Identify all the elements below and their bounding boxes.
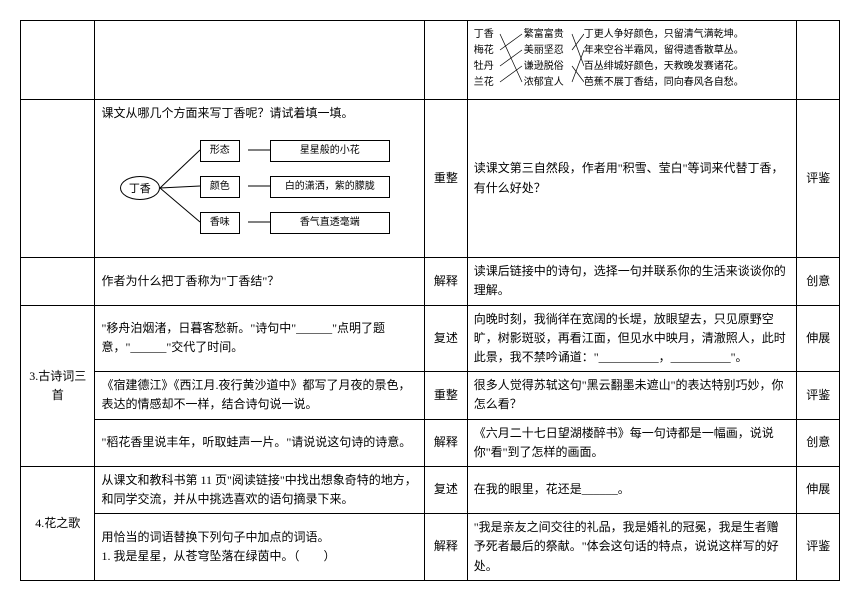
left-content-cell <box>95 21 425 100</box>
match-mid-item: 繁富富贵 <box>524 27 564 43</box>
left-tag-cell: 重整 <box>425 100 468 258</box>
diagram-branch-label: 香味 <box>200 212 240 234</box>
left-content-cell: 从课文和教科书第 11 页"阅读链接"中找出想象奇特的地方，和同学交流，并从中挑… <box>95 466 425 513</box>
table-row: 3.古诗词三首"移舟泊烟渚，日暮客愁新。"诗句中"______"点明了题意，"_… <box>21 305 840 372</box>
match-left-item: 牡丹 <box>474 59 494 75</box>
right-tag-cell: 创意 <box>797 258 840 305</box>
diagram-branch-label: 颜色 <box>200 176 240 198</box>
lesson-title-cell <box>21 100 95 258</box>
diagram-branch-value: 香气直透毫端 <box>270 212 390 234</box>
diagram-branch-value: 星星般的小花 <box>270 140 390 162</box>
right-tag-cell: 评鉴 <box>797 372 840 419</box>
right-tag-cell: 评鉴 <box>797 100 840 258</box>
left-tag-cell: 解释 <box>425 514 468 581</box>
diagram-heading: 课文从哪几个方面来写丁香呢？请试着填一填。 <box>101 104 418 123</box>
match-mid-item: 浓郁宜人 <box>524 75 564 91</box>
right-tag-cell: 创意 <box>797 419 840 466</box>
lesson-title-cell: 4.花之歌 <box>21 466 95 580</box>
left-content-cell: 作者为什么把丁香称为"丁香结"？ <box>95 258 425 305</box>
match-right-item: 丁更人争好颜色，只留清气满乾坤。 <box>584 27 764 43</box>
diagram-root: 丁香 <box>120 176 160 200</box>
right-content-cell: 很多人觉得苏轼这句"黑云翻墨未遮山"的表达特别巧妙，你怎么看？ <box>467 372 797 419</box>
table-row: 用恰当的词语替换下列句子中加点的词语。 1. 我是星星，从苍穹坠落在绿茵中。（ … <box>21 514 840 581</box>
table-row: 作者为什么把丁香称为"丁香结"？解释读课后链接中的诗句，选择一句并联系你的生活来… <box>21 258 840 305</box>
diagram-branch-value: 白的潇洒，紫的朦胧 <box>270 176 390 198</box>
left-tag-cell: 解释 <box>425 258 468 305</box>
right-tag-cell <box>797 21 840 100</box>
table-row: 课文从哪几个方面来写丁香呢？请试着填一填。丁香 形态 星星般的小花颜色 白的潇洒，紫的… <box>21 100 840 258</box>
right-content-cell: 在我的眼里，花还是______。 <box>467 466 797 513</box>
left-content-cell: 《宿建德江》《西江月.夜行黄沙道中》都写了月夜的景色，表达的情感却不一样，结合诗… <box>95 372 425 419</box>
table-row: 丁香梅花牡丹兰花 繁富富贵美丽坚忍谦逊脱俗浓郁宜人 丁更人争好颜色，只留清气满乾坤。… <box>21 21 840 100</box>
right-content-cell: 读课文第三自然段，作者用"积雪、莹白"等词来代替丁香，有什么好处？ <box>467 100 797 258</box>
left-tag-cell: 重整 <box>425 372 468 419</box>
left-tag-cell: 解释 <box>425 419 468 466</box>
right-content-cell: 向晚时刻，我徜徉在宽阔的长堤，放眼望去，只见原野空旷，树影斑驳，再看江面，但见水… <box>467 305 797 372</box>
lesson-title-cell: 3.古诗词三首 <box>21 305 95 466</box>
left-tag-cell <box>425 21 468 100</box>
lesson-title-cell <box>21 258 95 305</box>
right-tag-cell: 伸展 <box>797 466 840 513</box>
table-row: 4.花之歌从课文和教科书第 11 页"阅读链接"中找出想象奇特的地方，和同学交流… <box>21 466 840 513</box>
left-content-cell: "稻花香里说丰年，听取蛙声一片。"请说说这句诗的诗意。 <box>95 419 425 466</box>
matching-diagram: 丁香梅花牡丹兰花 繁富富贵美丽坚忍谦逊脱俗浓郁宜人 丁更人争好颜色，只留清气满乾坤。… <box>474 25 764 95</box>
match-right-item: 年来空谷半霜风，留得遗香散草丛。 <box>584 43 764 59</box>
right-content-cell: 读课后链接中的诗句，选择一句并联系你的生活来谈谈你的理解。 <box>467 258 797 305</box>
right-content-cell: "我是亲友之间交往的礼品，我是婚礼的冠冕，我是生者赠予死者最后的祭献。"体会这句… <box>467 514 797 581</box>
match-mid-item: 谦逊脱俗 <box>524 59 564 75</box>
match-left-item: 丁香 <box>474 27 494 43</box>
match-right-item: 百丛绯城好颜色，天教晚发赛诸花。 <box>584 59 764 75</box>
left-content-cell: "移舟泊烟渚，日暮客愁新。"诗句中"______"点明了题意，"______"交… <box>95 305 425 372</box>
left-tag-cell: 复述 <box>425 305 468 372</box>
concept-diagram: 丁香 形态 星星般的小花颜色 白的潇洒，紫的朦胧香味 香气直透毫端 <box>120 128 400 248</box>
left-content-cell: 课文从哪几个方面来写丁香呢？请试着填一填。丁香 形态 星星般的小花颜色 白的潇洒，紫的… <box>95 100 425 258</box>
right-tag-cell: 评鉴 <box>797 514 840 581</box>
match-mid-item: 美丽坚忍 <box>524 43 564 59</box>
diagram-branch-label: 形态 <box>200 140 240 162</box>
right-tag-cell: 伸展 <box>797 305 840 372</box>
table-row: "稻花香里说丰年，听取蛙声一片。"请说说这句诗的诗意。解释《六月二十七日望湖楼醉… <box>21 419 840 466</box>
lesson-title-cell <box>21 21 95 100</box>
match-left-item: 梅花 <box>474 43 494 59</box>
left-tag-cell: 复述 <box>425 466 468 513</box>
table-row: 《宿建德江》《西江月.夜行黄沙道中》都写了月夜的景色，表达的情感却不一样，结合诗… <box>21 372 840 419</box>
left-content-cell: 用恰当的词语替换下列句子中加点的词语。 1. 我是星星，从苍穹坠落在绿茵中。（ … <box>95 514 425 581</box>
worksheet-table: 丁香梅花牡丹兰花繁富富贵美丽坚忍谦逊脱俗浓郁宜人丁更人争好颜色，只留清气满乾坤。… <box>20 20 840 581</box>
right-content-cell: 丁香梅花牡丹兰花 繁富富贵美丽坚忍谦逊脱俗浓郁宜人 丁更人争好颜色，只留清气满乾坤。… <box>467 21 797 100</box>
match-left-item: 兰花 <box>474 75 494 91</box>
match-right-item: 芭蕉不展丁香结，同向春风各自愁。 <box>584 75 764 91</box>
right-content-cell: 《六月二十七日望湖楼醉书》每一句诗都是一幅画，说说你"看"到了怎样的画面。 <box>467 419 797 466</box>
